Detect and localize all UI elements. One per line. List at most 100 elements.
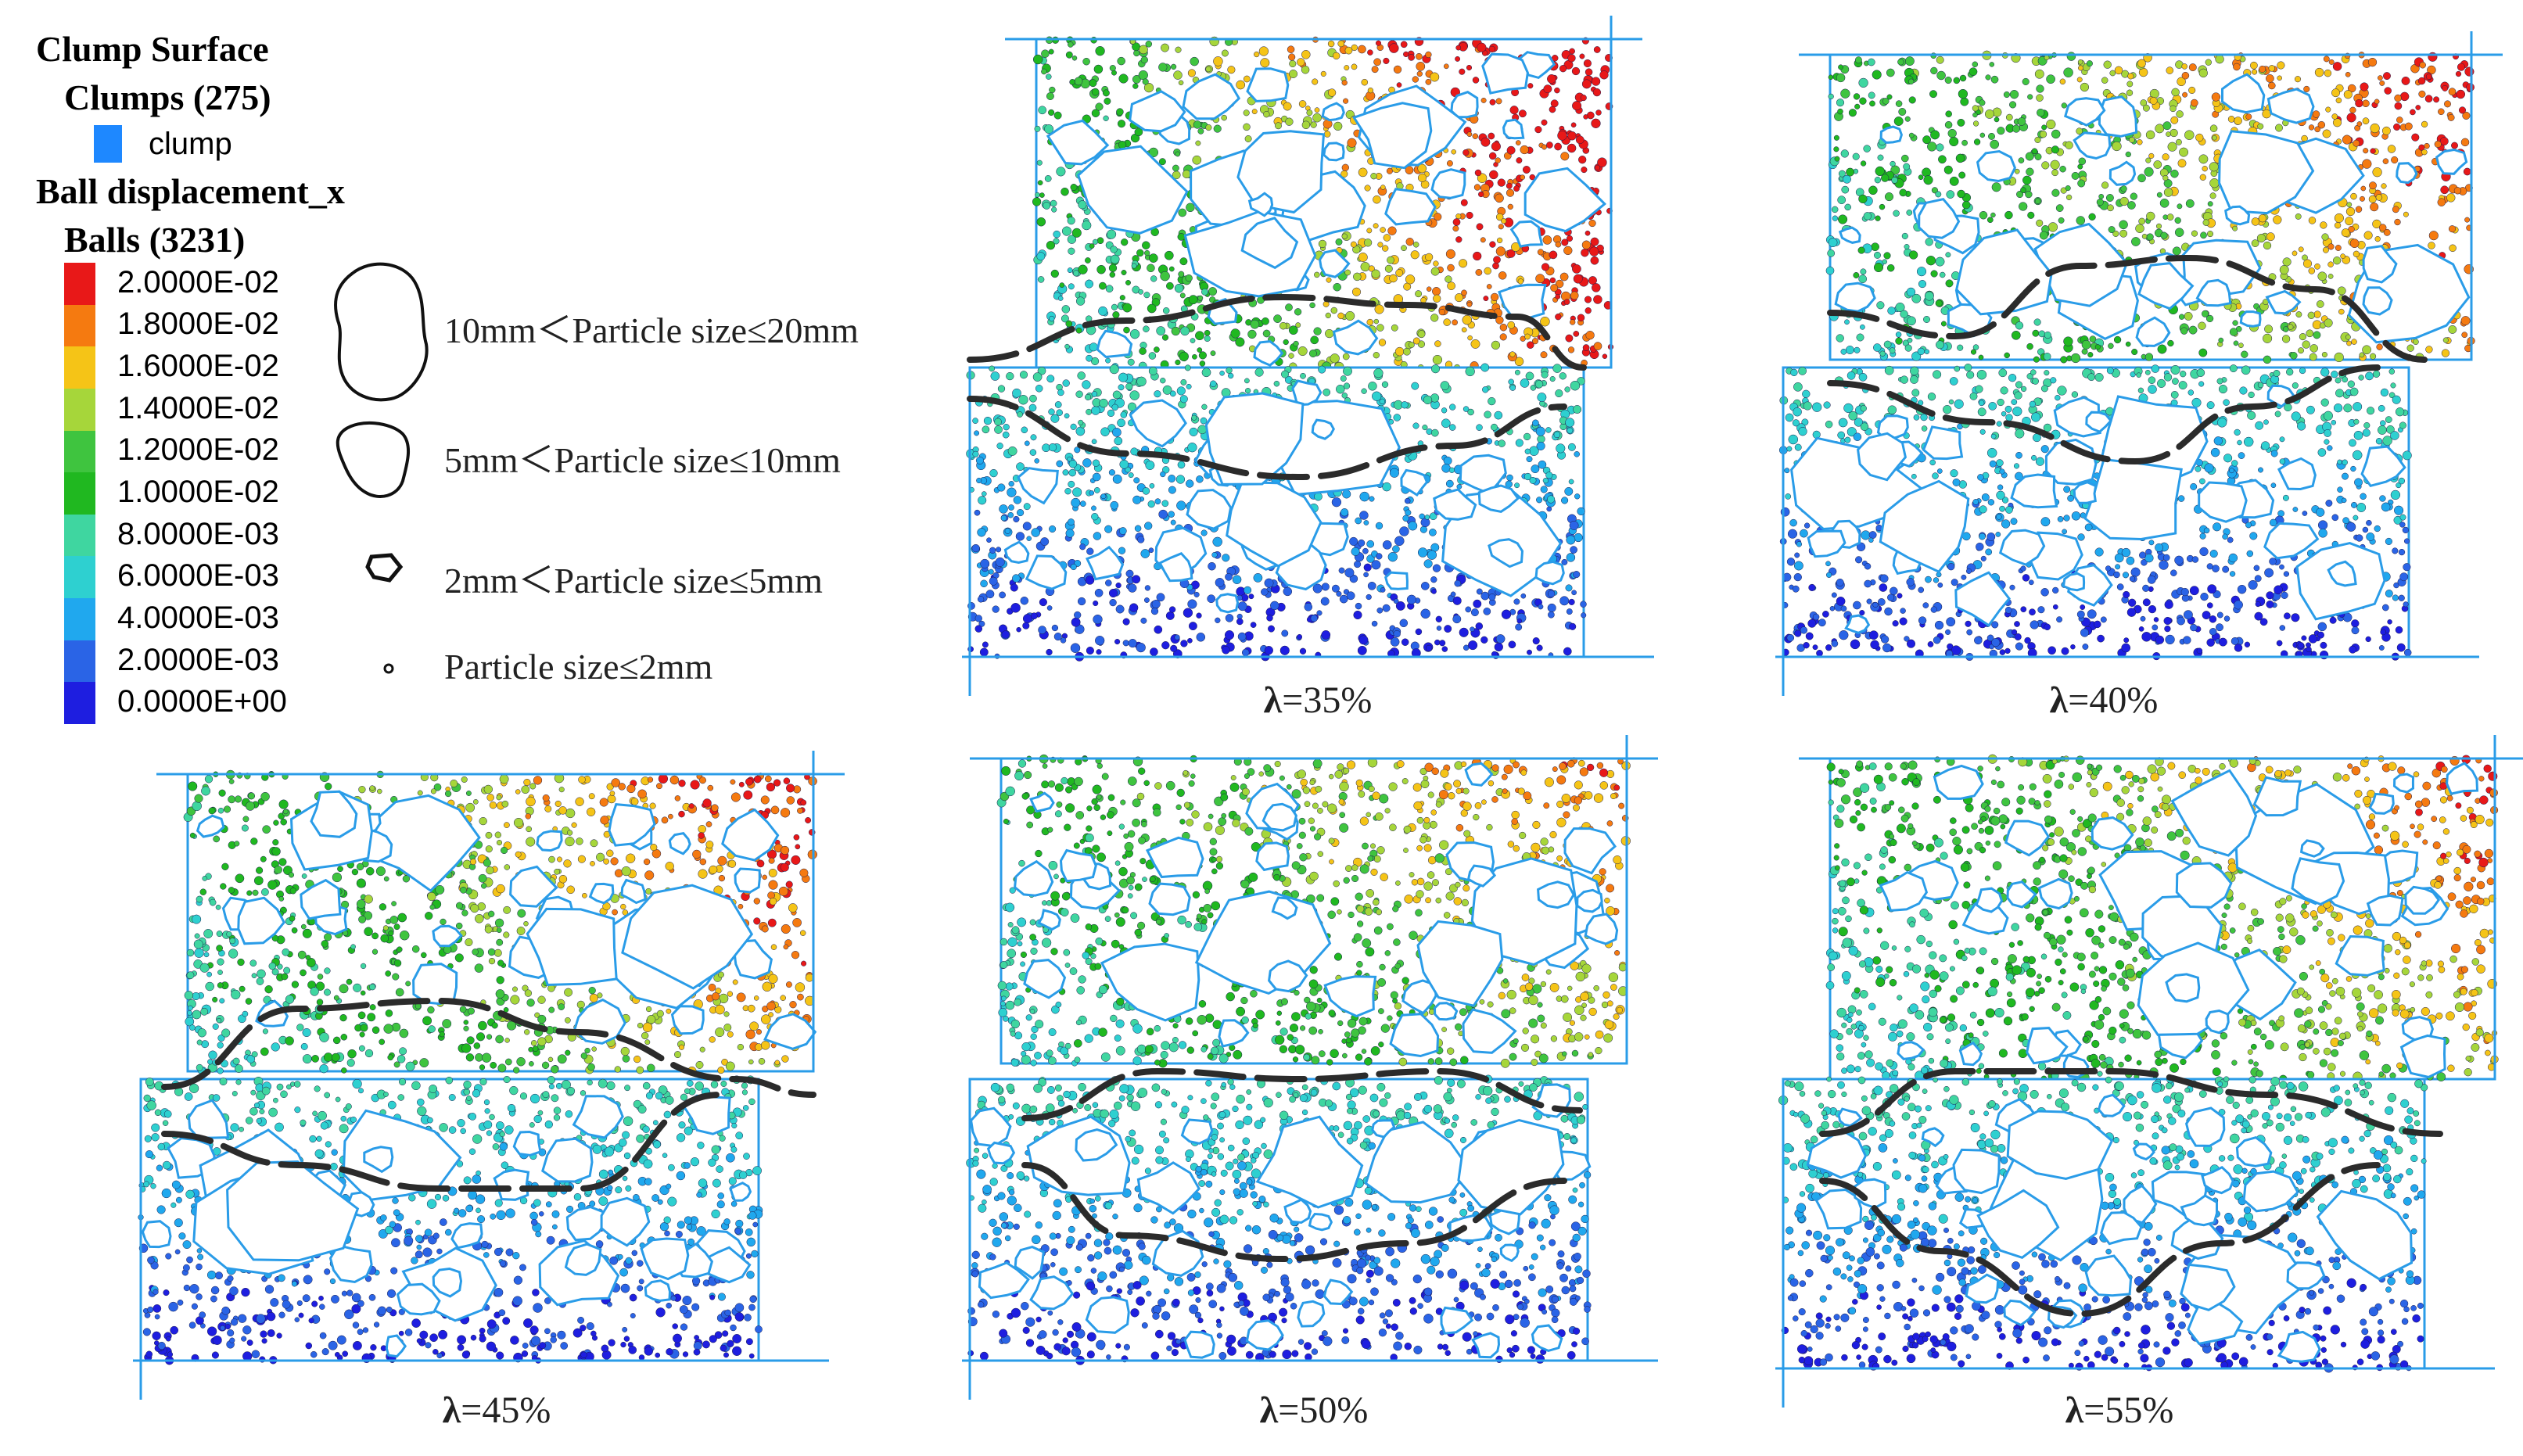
clump xyxy=(1922,425,1964,461)
ball xyxy=(2108,342,2114,350)
ball xyxy=(1792,585,1800,593)
ball xyxy=(2077,59,2083,65)
clump xyxy=(1311,418,1336,440)
ball xyxy=(2302,511,2308,516)
ball xyxy=(1318,239,1327,249)
ball xyxy=(2041,161,2050,170)
ball xyxy=(1996,421,2002,427)
ball xyxy=(2349,439,2356,447)
ball xyxy=(1440,381,1450,390)
ball xyxy=(1017,509,1025,517)
ball xyxy=(1584,296,1592,303)
ball xyxy=(2070,644,2076,650)
ball xyxy=(1393,629,1401,638)
ball xyxy=(2016,190,2024,199)
ball xyxy=(1807,619,1817,628)
ball xyxy=(2263,419,2269,425)
ball xyxy=(1125,382,1133,390)
ball xyxy=(1927,393,1936,401)
colorbar-swatch xyxy=(64,304,95,347)
ball xyxy=(300,923,307,930)
ball xyxy=(1371,269,1380,278)
colorbar-swatch xyxy=(64,430,95,473)
ball xyxy=(2461,332,2468,339)
ball xyxy=(2000,386,2008,395)
ball xyxy=(2198,154,2209,164)
ball xyxy=(1854,56,1862,64)
ball xyxy=(1068,41,1074,48)
ball xyxy=(1375,40,1382,46)
ball xyxy=(1529,476,1537,484)
ball xyxy=(1784,468,1790,474)
ball xyxy=(1454,579,1462,587)
ball xyxy=(1109,271,1116,278)
ball xyxy=(1887,594,1895,601)
ball xyxy=(1432,564,1441,572)
ball xyxy=(2349,645,2357,654)
ball xyxy=(1390,637,1400,647)
ball xyxy=(2440,185,2449,195)
ball xyxy=(1581,79,1592,89)
ball xyxy=(1248,594,1254,600)
ball xyxy=(2379,80,2385,86)
clump xyxy=(1182,73,1241,120)
ball xyxy=(2112,141,2122,152)
ball xyxy=(1186,479,1194,488)
particle-size-shapes xyxy=(334,262,429,674)
ball xyxy=(1022,522,1032,531)
ball xyxy=(1196,612,1202,619)
clump xyxy=(1384,188,1437,226)
ball xyxy=(1293,340,1299,347)
ball xyxy=(2388,368,2396,375)
ball xyxy=(2248,579,2258,590)
ball xyxy=(1536,441,1545,450)
ball xyxy=(2164,625,2171,633)
ball xyxy=(1570,122,1577,128)
ball xyxy=(674,1051,681,1059)
ball xyxy=(1435,615,1442,622)
ball xyxy=(1406,594,1416,604)
ball xyxy=(1517,278,1523,285)
ball xyxy=(1336,590,1342,597)
ball xyxy=(1470,608,1479,617)
ball xyxy=(2327,445,2333,451)
ball xyxy=(2237,584,2247,594)
ball xyxy=(755,1029,762,1035)
ball xyxy=(2076,77,2083,83)
ball xyxy=(1853,272,1860,278)
ball xyxy=(2341,228,2350,238)
ball xyxy=(1068,459,1078,468)
ball xyxy=(1197,127,1204,134)
ball xyxy=(1506,474,1513,482)
clump xyxy=(1321,102,1345,122)
ball xyxy=(1012,388,1021,398)
ball xyxy=(1143,325,1150,332)
ball xyxy=(2031,148,2038,155)
ball xyxy=(2254,611,2263,621)
clump xyxy=(1807,529,1846,558)
ball xyxy=(1561,497,1569,504)
ball xyxy=(1864,579,1872,588)
ball xyxy=(1044,175,1052,182)
ball xyxy=(1192,353,1197,360)
ball xyxy=(1506,188,1515,197)
ball xyxy=(2136,372,2141,378)
ball xyxy=(1038,106,1047,115)
ball xyxy=(1794,443,1802,451)
ball xyxy=(1953,77,1961,84)
ball xyxy=(1108,588,1118,598)
ball xyxy=(1175,151,1181,157)
ball xyxy=(1506,182,1513,189)
ball xyxy=(1848,411,1858,421)
ball xyxy=(1925,576,1932,583)
ball xyxy=(1254,51,1260,58)
ball xyxy=(1140,56,1148,64)
ball xyxy=(2347,84,2356,93)
clump xyxy=(1430,168,1466,199)
ball xyxy=(1144,522,1153,530)
ball xyxy=(1954,365,1961,372)
ball xyxy=(1572,264,1581,274)
ball xyxy=(1898,108,1907,116)
ball xyxy=(992,605,1000,613)
ball xyxy=(1430,364,1441,374)
